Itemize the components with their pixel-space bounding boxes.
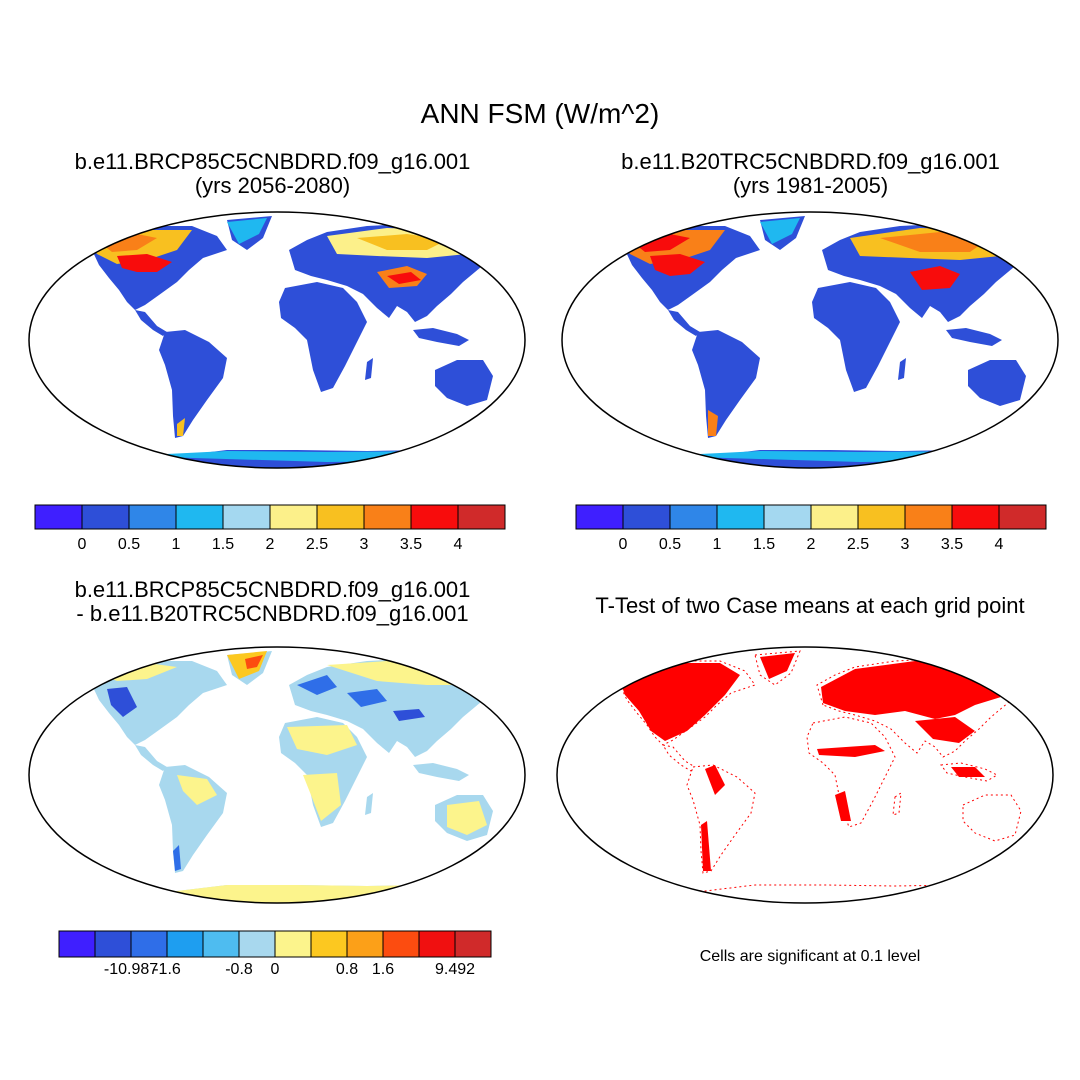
colorbar-3-label-0: -10.987 — [103, 961, 159, 978]
colorbar-1-label-5: 2.5 — [305, 536, 329, 553]
colorbar-2-swatch-5 — [810, 504, 859, 530]
colorbar-2-swatch-3 — [716, 504, 765, 530]
colorbar-2-swatch-8 — [951, 504, 1000, 530]
panel-3-title-line1: b.e11.BRCP85C5CNBDRD.f09_g16.001 — [74, 577, 471, 602]
colorbar-3 — [58, 930, 492, 958]
colorbar-1-label-6: 3 — [359, 536, 369, 553]
colorbar-1-swatch-5 — [269, 504, 318, 530]
colorbar-3-swatch-6 — [274, 930, 312, 958]
colorbar-1-label-1: 0.5 — [117, 536, 141, 553]
colorbar-2-swatch-2 — [669, 504, 718, 530]
colorbar-2-swatch-6 — [857, 504, 906, 530]
panel-2-title-line1: b.e11.B20TRC5CNBDRD.f09_g16.001 — [621, 149, 1000, 174]
colorbar-1-swatch-8 — [410, 504, 459, 530]
figure-title: ANN FSM (W/m^2) — [420, 98, 660, 129]
panel-1-title-line2: (yrs 2056-2080) — [194, 173, 351, 198]
globe-outline-2 — [561, 211, 1059, 469]
colorbar-1-label-3: 1.5 — [211, 536, 235, 553]
colorbar-2-label-6: 3 — [900, 536, 910, 553]
colorbar-1-swatch-0 — [34, 504, 83, 530]
colorbar-1-label-7: 3.5 — [399, 536, 423, 553]
colorbar-2-label-1: 0.5 — [658, 536, 682, 553]
colorbar-1-swatch-9 — [457, 504, 506, 530]
colorbar-1-swatch-1 — [81, 504, 130, 530]
colorbar-3-swatch-0 — [58, 930, 96, 958]
colorbar-3-labels: -10.987 -1.6 -0.8 0 0.8 1.6 9.492 — [58, 961, 492, 983]
colorbar-3-label-5: 1.6 — [371, 961, 395, 978]
colorbar-3-swatch-1 — [94, 930, 132, 958]
colorbar-3-swatch-4 — [202, 930, 240, 958]
colorbar-3-label-4: 0.8 — [335, 961, 359, 978]
globe-outline-3 — [28, 646, 526, 904]
panel-3-title-line2: - b.e11.B20TRC5CNBDRD.f09_g16.001 — [76, 601, 469, 626]
significance-note: Cells are significant at 0.1 level — [699, 948, 921, 965]
colorbar-3-swatch-3 — [166, 930, 204, 958]
colorbar-2-label-7: 3.5 — [940, 536, 964, 553]
colorbar-3-swatch-11 — [454, 930, 492, 958]
panel-4-title-line1: T-Test of two Case means at each grid po… — [595, 593, 1025, 618]
colorbar-1-swatch-2 — [128, 504, 177, 530]
globe-outline-4 — [556, 646, 1054, 904]
colorbar-3-label-6: 9.492 — [434, 961, 476, 978]
panel-2-title: b.e11.B20TRC5CNBDRD.f09_g16.001 (yrs 198… — [568, 150, 1053, 198]
colorbar-2-swatch-4 — [763, 504, 812, 530]
colorbar-2-swatch-0 — [575, 504, 624, 530]
colorbar-1-labels: 0 0.5 1 1.5 2 2.5 3 3.5 4 — [34, 536, 506, 558]
snow-cover-1 — [87, 218, 487, 462]
colorbar-3-label-3: 0 — [270, 961, 280, 978]
colorbar-1-swatch-7 — [363, 504, 412, 530]
panel-1-title: b.e11.BRCP85C5CNBDRD.f09_g16.001 (yrs 20… — [30, 150, 515, 198]
colorbar-1-label-4: 2 — [265, 536, 275, 553]
colorbar-2 — [575, 504, 1047, 530]
colorbar-1-label-2: 1 — [171, 536, 181, 553]
panel-3-title: b.e11.BRCP85C5CNBDRD.f09_g16.001 - b.e11… — [30, 578, 515, 626]
colorbar-2-label-3: 1.5 — [752, 536, 776, 553]
colorbar-2-label-8: 4 — [994, 536, 1004, 553]
map-panel-2 — [561, 211, 1059, 469]
colorbar-3-swatch-8 — [346, 930, 384, 958]
significant-cells-4 — [615, 653, 1013, 901]
map-panel-1 — [28, 211, 526, 469]
colorbar-2-label-5: 2.5 — [846, 536, 870, 553]
colorbar-3-label-1: -1.6 — [153, 961, 181, 978]
colorbar-1-label-0: 0 — [77, 536, 87, 553]
colorbar-2-label-2: 1 — [712, 536, 722, 553]
colorbar-2-swatch-9 — [998, 504, 1047, 530]
colorbar-2-label-0: 0 — [618, 536, 628, 553]
colorbar-1-label-8: 4 — [453, 536, 463, 553]
colorbar-3-swatch-5 — [238, 930, 276, 958]
colorbar-3-label-2: -0.8 — [225, 961, 253, 978]
colorbar-1-swatch-6 — [316, 504, 365, 530]
colorbar-1-swatch-4 — [222, 504, 271, 530]
colorbar-2-labels: 0 0.5 1 1.5 2 2.5 3 3.5 4 — [575, 536, 1047, 558]
colorbar-1-swatch-3 — [175, 504, 224, 530]
globe-outline-1 — [28, 211, 526, 469]
colorbar-3-swatch-7 — [310, 930, 348, 958]
colorbar-2-label-4: 2 — [806, 536, 816, 553]
colorbar-3-swatch-10 — [418, 930, 456, 958]
colorbar-1 — [34, 504, 506, 530]
map-panel-3 — [28, 646, 526, 904]
colorbar-2-swatch-1 — [622, 504, 671, 530]
colorbar-3-swatch-9 — [382, 930, 420, 958]
colorbar-2-swatch-7 — [904, 504, 953, 530]
colorbar-3-swatch-2 — [130, 930, 168, 958]
panel-1-title-line1: b.e11.BRCP85C5CNBDRD.f09_g16.001 — [74, 149, 471, 174]
panel-2-title-line2: (yrs 1981-2005) — [732, 173, 889, 198]
map-panel-4 — [556, 646, 1054, 904]
panel-4-title: T-Test of two Case means at each grid po… — [550, 594, 1070, 618]
